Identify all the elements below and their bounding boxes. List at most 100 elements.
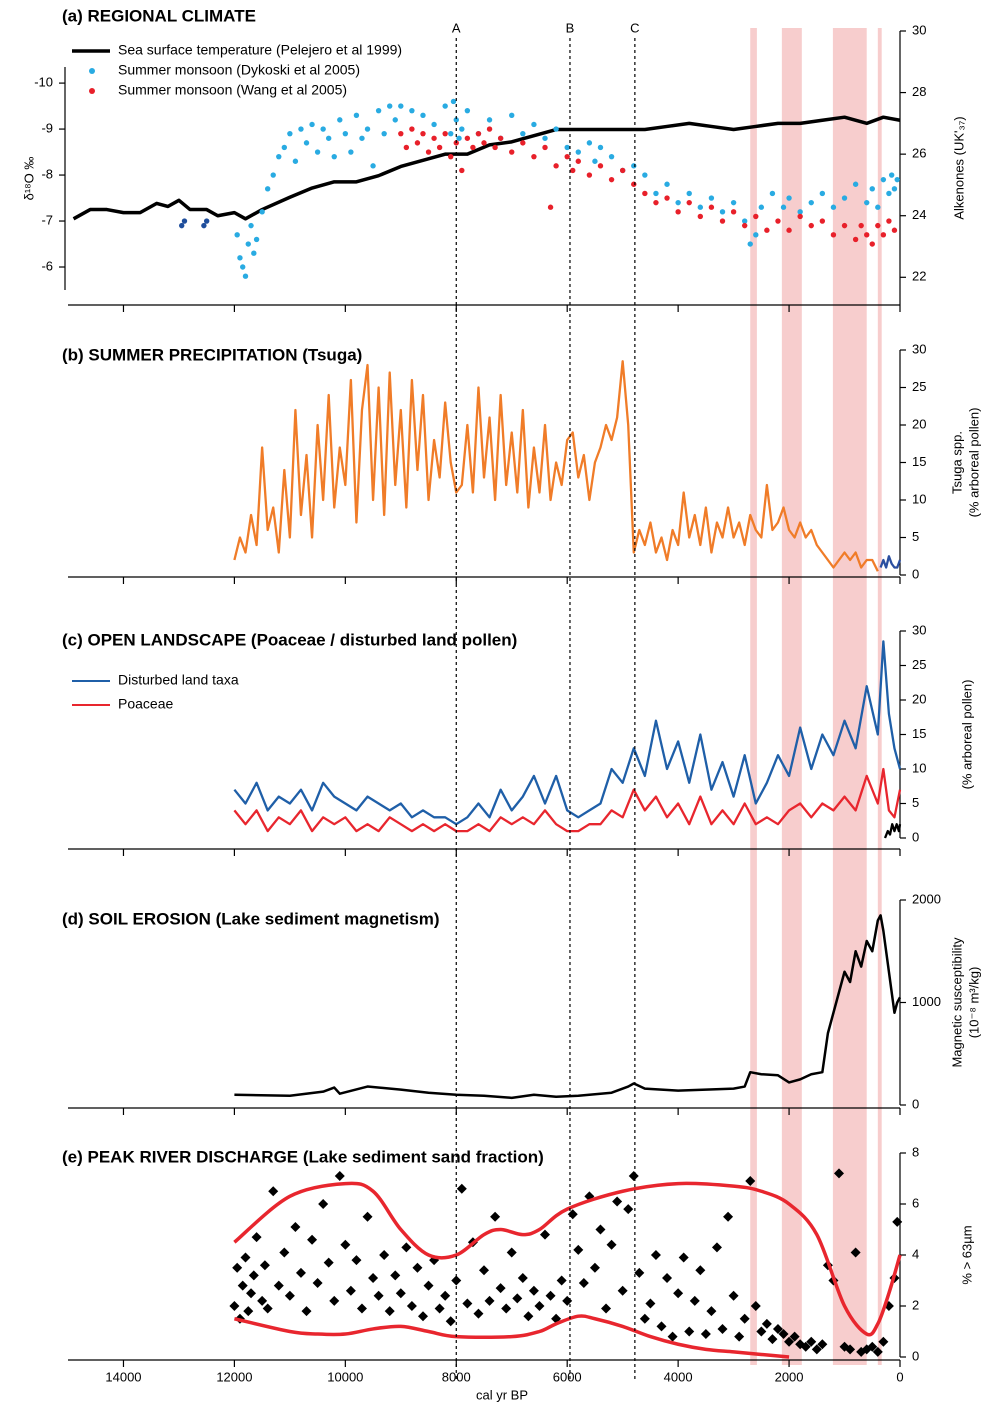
- scatter-point: [356, 1303, 367, 1314]
- scatter-point: [398, 130, 404, 137]
- scatter-point: [741, 222, 748, 229]
- scatter-point: [475, 130, 482, 137]
- scatter-point: [706, 1306, 717, 1317]
- y-tick-label: 8: [912, 1144, 919, 1159]
- scatter-point: [697, 204, 704, 210]
- scatter-point: [608, 176, 615, 183]
- scatter-point: [758, 204, 765, 210]
- y-tick-label: -10: [34, 75, 53, 90]
- series-line: [883, 823, 902, 839]
- reference-label: B: [566, 20, 575, 35]
- scatter-point: [772, 1323, 783, 1334]
- scatter-point: [886, 218, 892, 224]
- scatter-point: [578, 1278, 589, 1289]
- scatter-point: [858, 222, 864, 229]
- scatter-point: [808, 199, 814, 206]
- series-line: [234, 1314, 790, 1359]
- scatter-point: [819, 218, 826, 224]
- scatter-point: [362, 1211, 373, 1222]
- panel-title: (c) OPEN LANDSCAPE (Poaceae / disturbed …: [62, 630, 517, 649]
- scatter-point: [769, 190, 776, 197]
- scatter-point: [797, 213, 803, 220]
- scatter-point: [589, 1262, 600, 1273]
- scatter-point: [486, 126, 493, 132]
- y-tick-label: 0: [912, 1348, 919, 1363]
- y-tick-label: 5: [912, 795, 919, 810]
- y-tick-label: 28: [912, 84, 926, 99]
- scatter-point: [325, 135, 332, 141]
- scatter-point: [892, 1216, 903, 1227]
- scatter-point: [359, 135, 365, 141]
- scatter-point: [364, 126, 371, 132]
- scatter-point: [830, 204, 837, 210]
- y-tick-label: 30: [912, 22, 926, 37]
- scatter-point: [741, 218, 748, 224]
- scatter-point: [761, 1318, 772, 1329]
- scatter-point: [891, 186, 898, 192]
- scatter-point: [575, 149, 581, 155]
- shaded-period: [750, 28, 757, 1365]
- scatter-point: [259, 209, 265, 215]
- scatter-point: [459, 126, 465, 132]
- scatter-point: [312, 1278, 323, 1289]
- scatter-point: [719, 209, 726, 215]
- scatter-point: [689, 1295, 700, 1306]
- scatter-point: [340, 1239, 351, 1250]
- scatter-point: [292, 158, 299, 164]
- scatter-point: [243, 1306, 254, 1317]
- scatter-point: [808, 222, 814, 229]
- x-tick-label: 2000: [775, 1369, 804, 1384]
- scatter-point: [675, 209, 681, 215]
- y-tick-label: 25: [912, 657, 926, 672]
- scatter-point: [375, 107, 382, 114]
- scatter-point: [431, 135, 437, 141]
- scatter-point: [612, 1196, 623, 1207]
- y-tick-label: -6: [41, 258, 53, 273]
- panel-title: (e) PEAK RIVER DISCHARGE (Lake sediment …: [62, 1147, 544, 1166]
- x-tick-label: 0: [896, 1369, 903, 1384]
- scatter-point: [314, 149, 321, 155]
- y-tick-label: 25: [912, 379, 926, 394]
- series-line: [234, 914, 902, 1100]
- y-tick-label: -7: [41, 212, 53, 227]
- scatter-point: [767, 1334, 778, 1345]
- scatter-point: [464, 107, 471, 114]
- scatter-point: [656, 1321, 667, 1332]
- panel-title: (a) REGIONAL CLIMATE: [62, 6, 256, 25]
- scatter-point: [406, 1301, 417, 1311]
- y-tick-label: 30: [912, 341, 926, 356]
- scatter-point: [728, 1290, 739, 1301]
- y-tick-label: 10: [912, 491, 926, 506]
- scatter-point: [323, 1257, 334, 1268]
- scatter-point: [619, 167, 626, 174]
- scatter-point: [642, 190, 648, 197]
- x-tick-label: 12000: [216, 1369, 252, 1384]
- scatter-point: [251, 250, 257, 256]
- scatter-point: [351, 1255, 362, 1266]
- scatter-point: [268, 1186, 279, 1197]
- scatter-point: [287, 130, 293, 137]
- y-axis-label: (% arboreal pollen): [966, 408, 981, 518]
- y-tick-label: 15: [912, 726, 926, 741]
- scatter-point: [730, 209, 737, 215]
- scatter-point: [708, 195, 715, 201]
- shaded-period: [832, 28, 867, 1365]
- scatter-point: [586, 140, 593, 146]
- scatter-point: [509, 112, 515, 118]
- scatter-point: [234, 232, 240, 238]
- scatter-point: [653, 190, 659, 197]
- scatter-point: [564, 153, 570, 160]
- scatter-point: [290, 1221, 301, 1232]
- scatter-point: [570, 167, 576, 174]
- scatter-point: [575, 158, 581, 164]
- series-line: [233, 360, 879, 572]
- scatter-point: [852, 236, 859, 243]
- scatter-point: [281, 144, 288, 151]
- scatter-point: [880, 232, 887, 238]
- scatter-point: [556, 1275, 567, 1286]
- scatter-point: [370, 163, 376, 169]
- scatter-point: [420, 130, 426, 137]
- scatter-point: [295, 1267, 306, 1278]
- scatter-point: [181, 218, 188, 224]
